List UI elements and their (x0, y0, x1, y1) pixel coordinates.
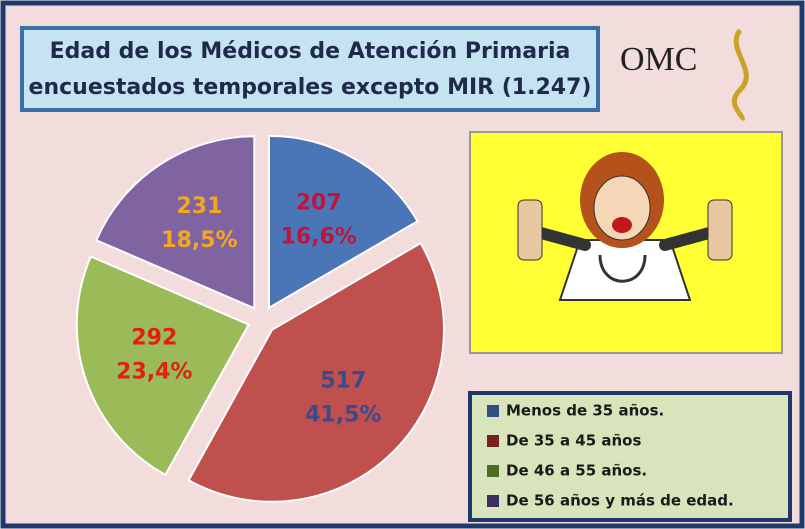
legend-label: De 56 años y más de edad. (506, 492, 734, 510)
legend-swatch (487, 435, 499, 447)
chart: Edad de los Médicos de Atención Primaria… (0, 0, 805, 529)
logo-text: OMC (620, 41, 697, 78)
legend-swatch (487, 465, 499, 477)
slice-percent-label: 18,5% (161, 228, 237, 253)
object (518, 200, 542, 260)
legend-swatch (487, 495, 499, 507)
legend-label: Menos de 35 años. (506, 402, 664, 420)
legend-label: De 35 a 45 años (506, 432, 641, 450)
slice-percent-label: 41,5% (305, 403, 381, 428)
mouth (612, 217, 632, 233)
chart-title: encuestados temporales excepto MIR (1.24… (29, 75, 592, 100)
legend-swatch (487, 405, 499, 417)
slice-value-label: 207 (296, 190, 342, 215)
slice-percent-label: 23,4% (116, 360, 192, 385)
chart-title: Edad de los Médicos de Atención Primaria (50, 39, 571, 64)
object (708, 200, 732, 260)
cartoon (470, 132, 782, 353)
slice-value-label: 517 (320, 369, 366, 394)
slice-value-label: 292 (131, 326, 177, 351)
legend-label: De 46 a 55 años. (506, 462, 647, 480)
slice-percent-label: 16,6% (281, 224, 357, 249)
slice-value-label: 231 (177, 194, 223, 219)
